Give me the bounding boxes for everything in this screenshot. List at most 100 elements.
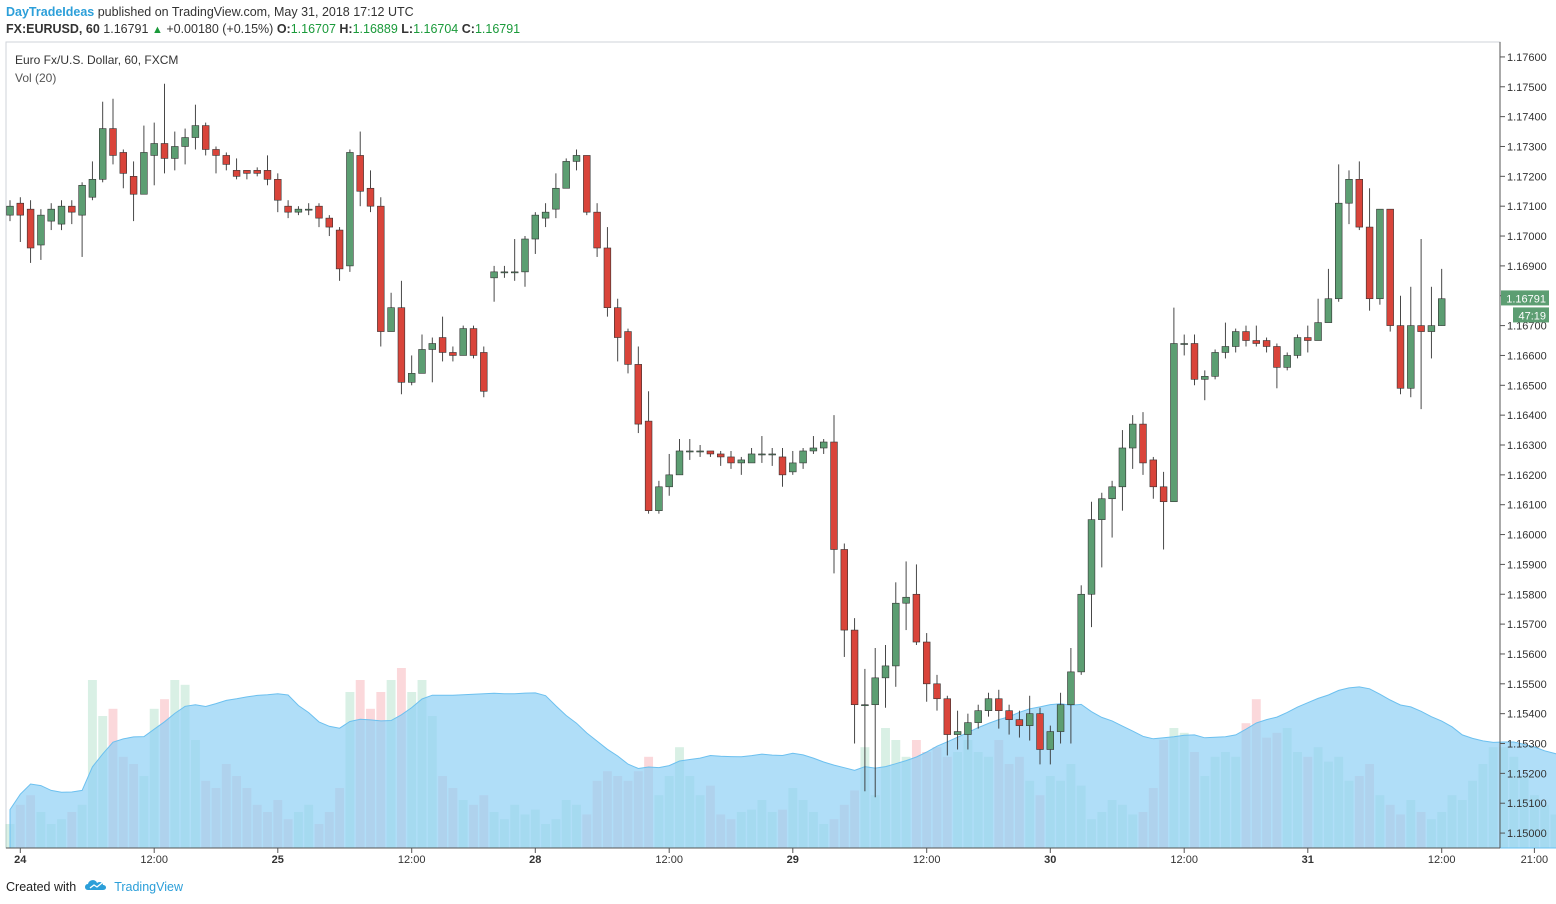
candle <box>634 346 643 434</box>
candle-up-body <box>304 208 313 211</box>
candle <box>603 227 612 317</box>
candle-down-body <box>26 208 35 249</box>
author-link[interactable]: DayTradeIdeas <box>6 5 95 19</box>
price-tick-label: 1.15800 <box>1507 589 1547 601</box>
candle-up-body <box>881 665 890 679</box>
high-label: H: <box>339 22 353 36</box>
candle <box>160 83 169 174</box>
symbol-label: FX:EURUSD, 60 <box>6 22 100 36</box>
candle-down-body <box>366 187 375 207</box>
candle-down-body <box>315 205 323 219</box>
candle-up-body <box>99 128 107 180</box>
candle-up-body <box>758 453 766 456</box>
last-price-tag-value: 1.16791 <box>1506 293 1546 305</box>
candle <box>37 209 45 260</box>
candle <box>1170 307 1178 503</box>
price-tick-label: 1.15000 <box>1507 828 1547 840</box>
candle-up-body <box>521 238 529 273</box>
candle-up-body <box>1056 704 1065 732</box>
candle <box>1396 295 1405 395</box>
candle-down-body <box>912 593 921 643</box>
candle-up-body <box>1438 298 1446 326</box>
candle-up-body <box>428 343 436 350</box>
candle <box>881 645 890 708</box>
candle <box>1067 647 1075 744</box>
candle <box>727 450 735 469</box>
series-legend: Euro Fx/U.S. Dollar, 60, FXCM <box>15 53 178 67</box>
candle <box>943 695 952 756</box>
candle <box>294 206 303 216</box>
candle <box>119 149 128 189</box>
candle-down-body <box>263 170 272 180</box>
candle <box>953 710 962 750</box>
price-tick-label: 1.15600 <box>1507 649 1547 661</box>
candle <box>830 415 838 574</box>
candle <box>1190 334 1199 386</box>
candle <box>902 561 910 631</box>
candle-up-body <box>1211 352 1219 377</box>
price-tick-label: 1.17200 <box>1507 171 1547 183</box>
candle-up-body <box>346 152 354 267</box>
time-axis[interactable]: 24 12:00 25 12:00 28 12:00 29 12:00 30 12:00 31 12:… <box>14 848 1548 866</box>
candle-up-body <box>1170 343 1178 503</box>
candle <box>583 155 591 216</box>
candle <box>974 704 982 729</box>
candle-down-body <box>624 331 632 365</box>
candle <box>984 692 993 717</box>
candle <box>1262 337 1271 353</box>
candle-layer <box>6 83 1446 798</box>
candle-up-body <box>1129 423 1137 449</box>
candle-up-body <box>459 328 467 356</box>
candle <box>191 104 200 150</box>
candle <box>675 439 684 476</box>
candle-up-body <box>655 486 663 511</box>
candle-down-body <box>1396 325 1405 389</box>
candle <box>1314 298 1322 341</box>
last-price-tag: 1.16791 47:19 <box>1501 290 1549 323</box>
candle-down-body <box>1139 423 1147 464</box>
tradingview-link[interactable]: TradingView <box>114 879 183 894</box>
candle <box>768 447 776 466</box>
candle-up-body <box>1427 325 1436 332</box>
candle-up-body <box>78 184 86 216</box>
candle-up-body <box>1232 331 1240 347</box>
candle-up-body <box>294 208 303 213</box>
candle <box>696 445 704 457</box>
candle-down-body <box>1005 710 1013 720</box>
time-tick-label: 28 <box>529 854 541 866</box>
price-tick-label: 1.17400 <box>1507 112 1547 124</box>
price-axis[interactable]: 1.15000 1.15100 1.15200 1.15300 1.15400 1.155… <box>1500 52 1547 840</box>
candle-down-body <box>1355 179 1364 228</box>
low-value: 1.16704 <box>413 22 459 36</box>
candle-down-body <box>634 364 643 425</box>
candle <box>922 633 931 702</box>
candle <box>521 236 529 287</box>
candle-down-body <box>1036 713 1044 750</box>
candle <box>686 439 694 460</box>
candle-up-body <box>1335 202 1343 300</box>
candle <box>809 436 818 454</box>
candle <box>758 436 766 463</box>
time-tick-label: 12:00 <box>398 854 426 866</box>
candle <box>129 161 138 222</box>
candle <box>655 480 663 514</box>
candle <box>346 149 354 272</box>
candle-down-body <box>397 307 406 383</box>
candle-up-body <box>768 453 776 456</box>
candle-down-body <box>1417 325 1425 332</box>
candle-up-body <box>1077 593 1085 673</box>
candle-up-body <box>1293 337 1302 356</box>
candle <box>1335 164 1343 302</box>
candle-up-body <box>6 205 14 216</box>
candle-up-body <box>150 143 158 156</box>
candle-up-body <box>140 152 148 195</box>
candle <box>140 125 148 195</box>
candle <box>377 197 385 347</box>
candle-up-body <box>675 450 684 476</box>
candle <box>68 200 76 225</box>
candle-up-body <box>541 211 550 219</box>
candle <box>1386 208 1394 332</box>
candle-up-body <box>47 208 55 222</box>
time-tick-label: 12:00 <box>913 854 941 866</box>
